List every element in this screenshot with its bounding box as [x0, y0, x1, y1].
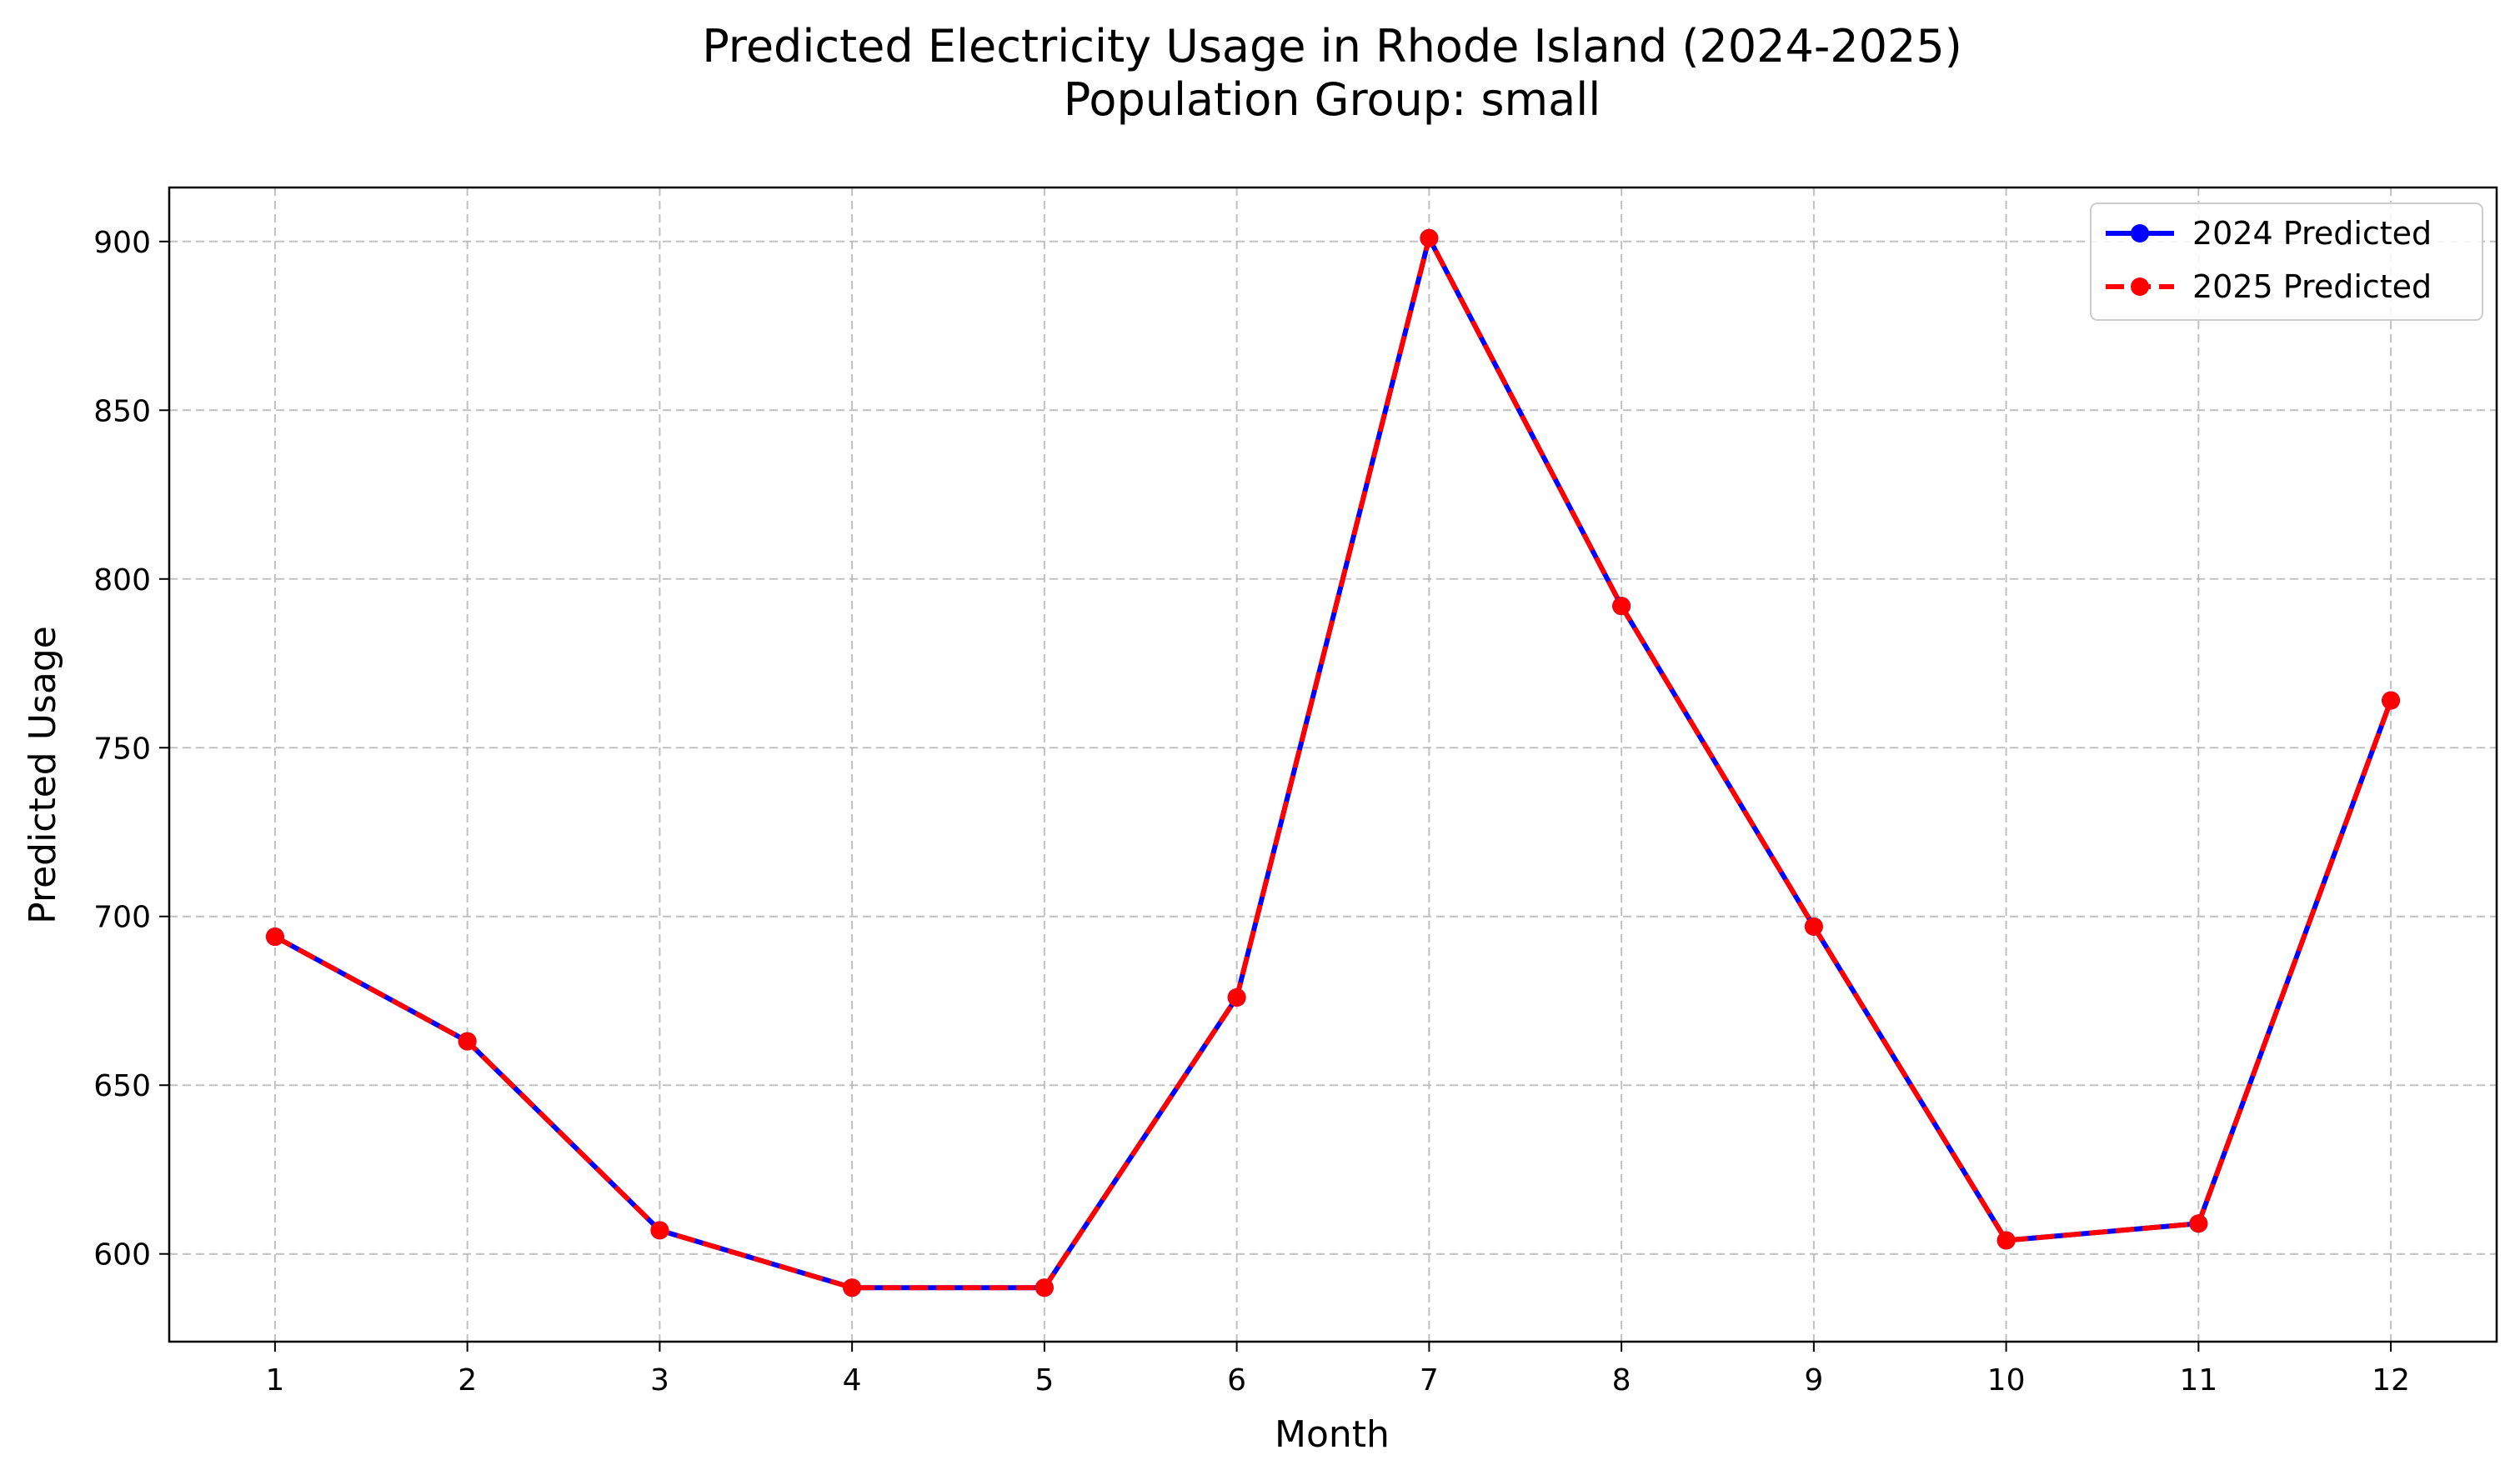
- data-point: [1612, 597, 1631, 616]
- y-tick-label: 900: [93, 226, 151, 260]
- data-point: [1227, 988, 1246, 1007]
- legend-swatch-marker: [2131, 224, 2149, 242]
- data-point: [2189, 1214, 2208, 1233]
- data-point: [650, 1221, 669, 1240]
- legend-label: 2024 Predicted: [2192, 215, 2432, 252]
- x-tick-label: 6: [1227, 1363, 1246, 1398]
- y-tick-label: 700: [93, 901, 151, 935]
- x-tick-label: 7: [1420, 1363, 1439, 1398]
- x-tick-label: 12: [2372, 1363, 2410, 1398]
- data-point: [1996, 1231, 2016, 1250]
- y-tick-label: 600: [93, 1238, 151, 1272]
- x-tick-label: 10: [1987, 1363, 2026, 1398]
- y-tick-label: 650: [93, 1069, 151, 1103]
- y-tick-label: 750: [93, 732, 151, 766]
- x-axis-ticks: 1 2 3 4 5 6 7 8 9 10 11 12: [265, 1342, 2410, 1398]
- data-point: [1804, 917, 1823, 936]
- series-line: [273, 235, 2393, 1291]
- series-layer: [265, 228, 2401, 1298]
- x-tick-label: 8: [1612, 1363, 1631, 1398]
- chart-subtitle: Population Group: small: [1064, 73, 1601, 126]
- legend-swatch-marker: [2131, 278, 2149, 296]
- x-tick-label: 11: [2179, 1363, 2217, 1398]
- series-1: [265, 228, 2401, 1298]
- grid-lines: [169, 188, 2497, 1342]
- data-point: [458, 1032, 477, 1051]
- legend-label: 2025 Predicted: [2192, 268, 2432, 305]
- y-axis-label: Predicted Usage: [22, 626, 64, 924]
- legend-item: 2024 Predicted: [2106, 215, 2432, 252]
- x-tick-label: 9: [1804, 1363, 1823, 1398]
- legend: 2024 Predicted 2025 Predicted: [2090, 202, 2483, 321]
- data-point: [843, 1278, 862, 1298]
- chart-title: Predicted Electricity Usage in Rhode Isl…: [702, 20, 1962, 72]
- data-point: [265, 928, 284, 947]
- y-tick-label: 850: [93, 394, 151, 428]
- x-tick-label: 3: [650, 1363, 669, 1398]
- y-axis-ticks: 600 650 700 750 800 850 900: [93, 226, 169, 1272]
- series-2: [265, 228, 2401, 1298]
- legend-box: [2090, 202, 2483, 321]
- data-point: [1420, 228, 1439, 248]
- legend-item: 2025 Predicted: [2106, 268, 2432, 305]
- plot-frame: [168, 186, 2498, 1343]
- x-tick-label: 5: [1035, 1363, 1054, 1398]
- data-point: [2382, 691, 2401, 710]
- y-tick-label: 800: [93, 563, 151, 598]
- data-point: [1035, 1278, 1054, 1298]
- x-tick-label: 4: [843, 1363, 862, 1398]
- x-tick-label: 1: [265, 1363, 284, 1398]
- series-line: [273, 235, 2393, 1291]
- x-axis-label: Month: [1275, 1413, 1390, 1456]
- x-tick-label: 2: [458, 1363, 477, 1398]
